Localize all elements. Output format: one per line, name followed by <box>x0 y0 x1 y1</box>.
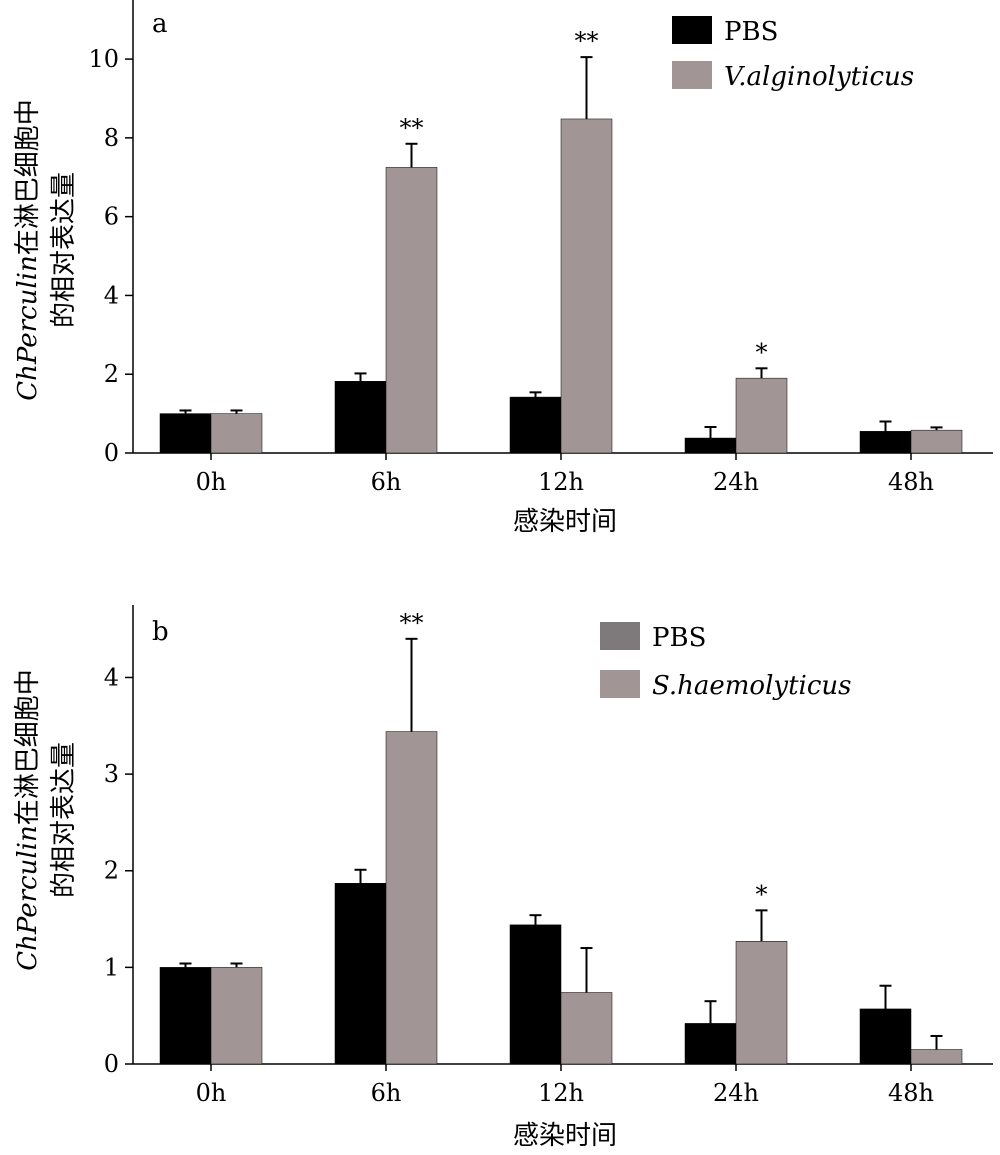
x-tick-label: 48h <box>888 1079 934 1107</box>
bar-pbs <box>859 431 912 454</box>
x-tick-label: 6h <box>371 468 402 496</box>
significance-marker: ** <box>575 27 599 55</box>
x-tick-label: 0h <box>196 1079 227 1107</box>
bar-pbs <box>334 381 387 454</box>
bar-treatment <box>210 967 263 1065</box>
x-tick-label: 6h <box>371 1079 402 1107</box>
x-axis-title: 感染时间 <box>513 1121 617 1151</box>
bar-pbs <box>334 883 387 1065</box>
y-tick-label: 8 <box>104 124 119 152</box>
significance-marker: ** <box>400 114 424 142</box>
legend-label: V.alginolyticus <box>724 62 914 92</box>
bar-pbs <box>159 967 212 1065</box>
significance-marker: ** <box>400 609 424 637</box>
y-tick-label: 4 <box>104 281 119 309</box>
legend-label: PBS <box>652 623 706 653</box>
y-tick-label: 1 <box>104 953 119 981</box>
legend-swatch <box>600 622 640 650</box>
legend-swatch <box>672 61 712 89</box>
legend-swatch <box>600 670 640 698</box>
bar-treatment <box>560 992 613 1065</box>
bar-pbs <box>509 396 562 454</box>
y-axis-title-line1: ChPerculin在淋巴细胞中 <box>13 669 43 970</box>
legend-swatch <box>672 16 712 44</box>
bar-treatment <box>735 941 788 1065</box>
y-tick-label: 0 <box>104 1050 119 1078</box>
bar-treatment <box>910 429 963 454</box>
y-tick-label: 0 <box>104 439 119 467</box>
y-axis-title-line1: ChPerculin在淋巴细胞中 <box>13 99 43 400</box>
y-tick-label: 10 <box>88 45 119 73</box>
x-tick-label: 24h <box>713 1079 759 1107</box>
x-tick-label: 0h <box>196 468 227 496</box>
bar-treatment <box>560 118 613 454</box>
y-tick-label: 2 <box>104 857 119 885</box>
x-tick-label: 24h <box>713 468 759 496</box>
panel-label: a <box>152 9 168 39</box>
bar-treatment <box>910 1049 963 1065</box>
x-tick-label: 48h <box>888 468 934 496</box>
x-tick-label: 12h <box>538 468 584 496</box>
y-axis-title-line2: 的相对表达量 <box>49 172 79 328</box>
y-tick-label: 3 <box>104 760 119 788</box>
bar-treatment <box>210 413 263 454</box>
bar-treatment <box>385 731 438 1065</box>
y-tick-label: 6 <box>104 203 119 231</box>
bar-pbs <box>859 1008 912 1065</box>
x-tick-label: 12h <box>538 1079 584 1107</box>
y-axis-title-line2: 的相对表达量 <box>49 742 79 898</box>
y-tick-label: 4 <box>104 663 119 691</box>
y-tick-label: 2 <box>104 360 119 388</box>
bar-pbs <box>684 1023 737 1065</box>
chart-panel-b: 0 1 2 3 4 0h 6h ** 12h 24h * 48h b PBS S.haemolyticus 感… <box>13 605 993 1151</box>
panel-label: b <box>152 617 169 647</box>
bar-pbs <box>509 924 562 1065</box>
bar-treatment <box>385 167 438 454</box>
legend-label: S.haemolyticus <box>652 671 852 701</box>
legend-label: PBS <box>724 17 778 47</box>
x-axis-title: 感染时间 <box>513 507 617 537</box>
bar-treatment <box>735 377 788 454</box>
bar-pbs <box>159 413 212 454</box>
significance-marker: * <box>756 880 768 908</box>
significance-marker: * <box>756 338 768 366</box>
bar-pbs <box>684 437 737 454</box>
chart-panel-a: 0 2 4 6 8 10 0h 6h ** 12h ** 24h * 48h a PBS V.alginolyt… <box>13 0 993 537</box>
